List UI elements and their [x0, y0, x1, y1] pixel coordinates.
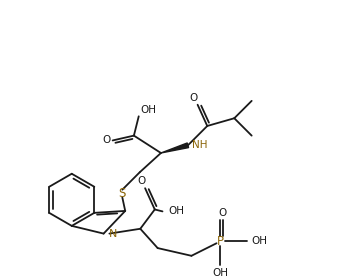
Text: O: O	[137, 176, 145, 186]
Text: NH: NH	[192, 140, 207, 150]
Text: OH: OH	[141, 104, 157, 115]
Text: O: O	[190, 93, 198, 103]
Text: O: O	[218, 208, 226, 218]
Text: OH: OH	[212, 268, 228, 277]
Text: O: O	[103, 135, 111, 145]
Text: N: N	[108, 229, 117, 238]
Text: OH: OH	[251, 236, 267, 246]
Text: P: P	[217, 235, 224, 248]
Text: S: S	[119, 187, 126, 200]
Polygon shape	[161, 143, 189, 153]
Text: OH: OH	[168, 206, 184, 216]
